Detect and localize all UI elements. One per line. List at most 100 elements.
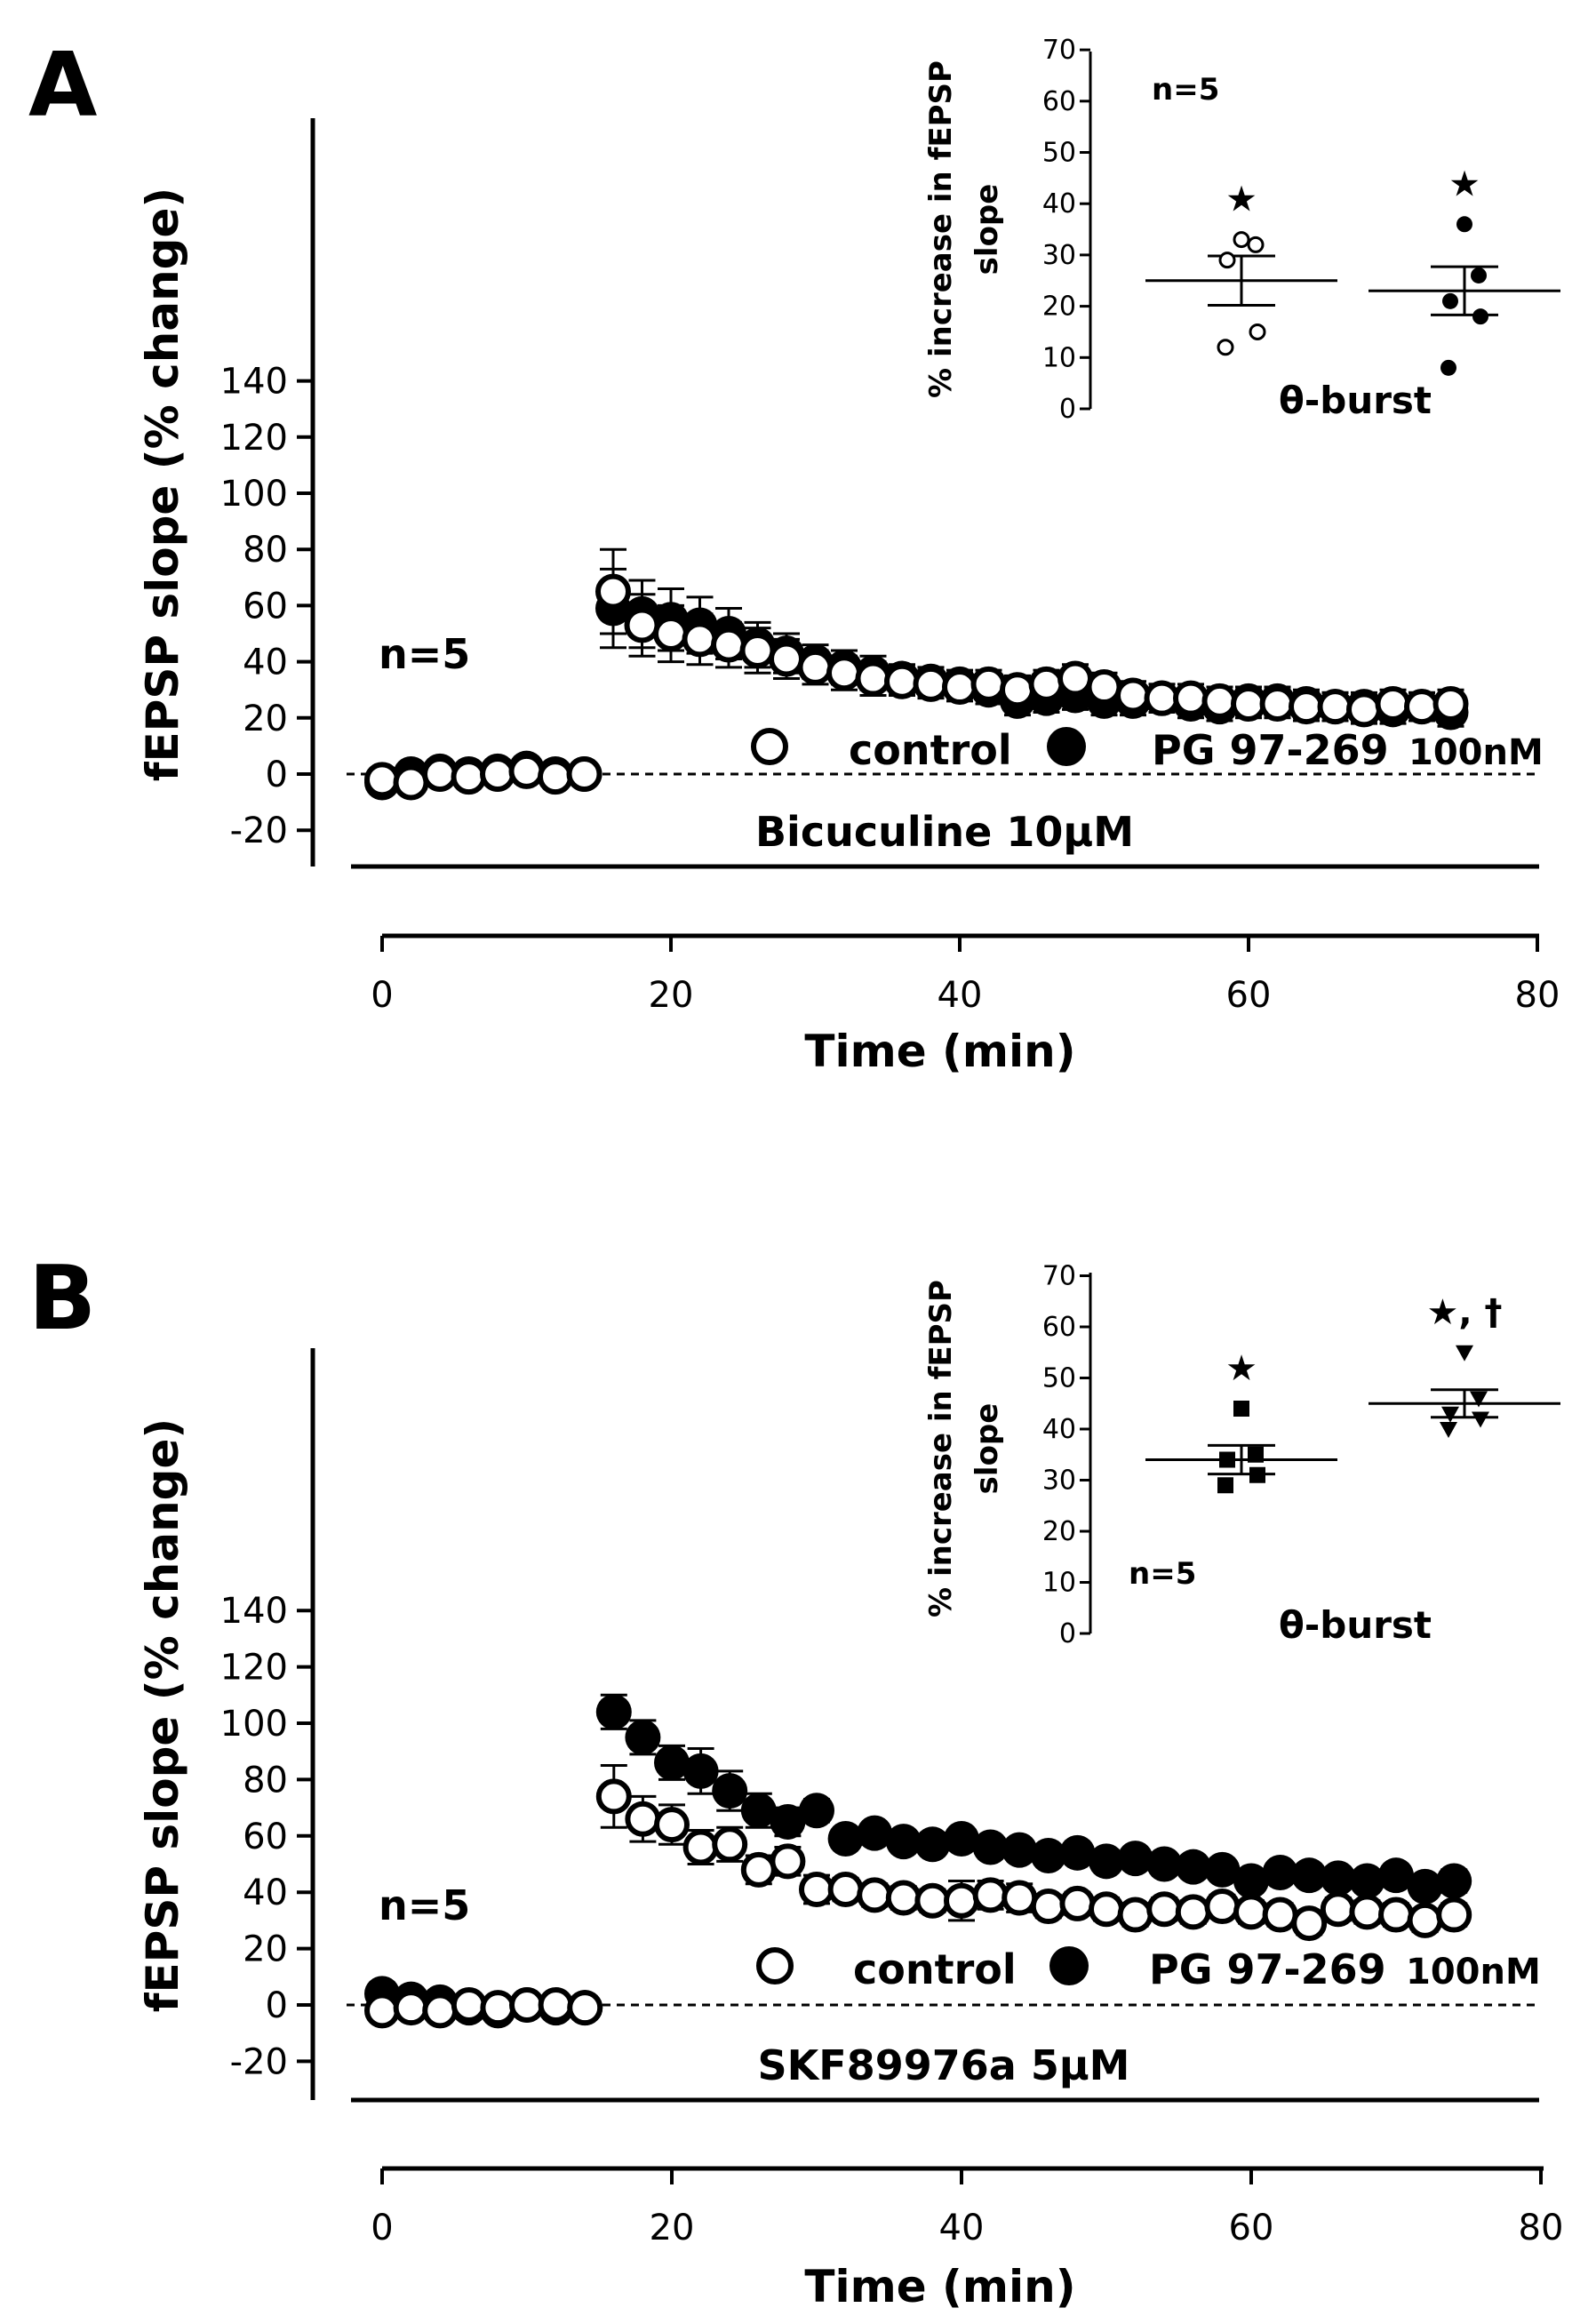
data-point-control (770, 1843, 806, 1880)
data-point-control (595, 573, 631, 610)
data-point-drug (1059, 1834, 1096, 1871)
inset-y-tick-label: 40 (1042, 1414, 1076, 1445)
data-point-drug (1001, 1832, 1038, 1868)
x-tick-label: 0 (371, 2208, 393, 2248)
data-point-control (857, 1877, 893, 1913)
data-point-drug (1146, 1846, 1183, 1882)
data-point-control (1001, 1880, 1038, 1916)
inset-data-point (1442, 292, 1458, 309)
data-point-control (1320, 1891, 1356, 1928)
inset-significance-marker: ★ (1225, 1348, 1257, 1389)
data-point-drug (654, 1745, 690, 1781)
legend-control-marker (751, 728, 788, 765)
data-point-control (885, 1880, 922, 1916)
inset-data-point (1247, 236, 1265, 253)
data-point-control (1173, 680, 1209, 716)
data-point-control (1204, 1889, 1241, 1925)
x-tick-label: 60 (1226, 975, 1272, 1016)
data-point-control (769, 641, 804, 677)
data-point-control (538, 1987, 574, 2023)
inset-data-point (1440, 1422, 1457, 1438)
inset-data-point (1456, 1345, 1473, 1362)
data-point-control (422, 756, 458, 792)
data-point-control (739, 632, 776, 668)
data-point-control (970, 666, 1007, 702)
inset-data-point (1233, 1401, 1249, 1417)
data-point-control (827, 1872, 864, 1908)
legend-drug-label: PG 97-269 (1149, 1945, 1386, 1993)
data-point-control (1201, 683, 1238, 719)
y-axis-title: fEPSP slope (% change) (137, 1418, 188, 2012)
data-point-control (654, 1807, 690, 1843)
x-tick-label: 40 (939, 2208, 985, 2248)
data-point-drug (682, 1753, 719, 1789)
inset-data-point (1456, 216, 1472, 233)
data-point-control (1030, 1889, 1066, 1925)
data-point-control (1378, 1897, 1414, 1933)
data-point-drug (1378, 1857, 1414, 1894)
inset-y-tick-label: 10 (1042, 1568, 1076, 1599)
data-point-control (1436, 1897, 1472, 1933)
inset-group-pg-97-269: ★ (1369, 164, 1560, 376)
series-control (364, 547, 1469, 801)
inset-x-label: θ-burst (1279, 379, 1432, 422)
inset-y-tick-label: 0 (1059, 394, 1076, 425)
main-y-axis: 140 120 100 80 60 40 20 0 -20 (220, 118, 315, 867)
x-axis-title: Time (min) (804, 2261, 1075, 2312)
inset-data-point (1219, 1451, 1235, 1468)
y-tick-label: 60 (243, 1817, 288, 1857)
y-tick-label: 0 (266, 755, 288, 795)
data-point-drug (1117, 1841, 1153, 1877)
legend-drug-concentration: 100nM (1408, 732, 1544, 773)
inset-y-tick-label: 70 (1042, 35, 1076, 66)
data-point-drug (1233, 1863, 1269, 1899)
inset-y-tick-label: 60 (1042, 1312, 1076, 1343)
n-label: n=5 (379, 1881, 470, 1929)
data-point-control (1144, 680, 1180, 716)
legend-drug-marker (1049, 1946, 1089, 1985)
x-tick-label: 80 (1519, 2208, 1564, 2248)
data-point-drug (827, 1820, 864, 1857)
y-tick-label: 80 (243, 1760, 288, 1801)
data-point-control (913, 666, 949, 702)
inset-y-tick-label: 10 (1042, 342, 1076, 373)
panel-letter-b: B (28, 1246, 96, 1350)
data-point-control (1375, 686, 1411, 722)
inset-data-point (1472, 308, 1488, 325)
y-tick-label: 20 (243, 699, 288, 739)
data-point-control (1059, 1885, 1096, 1921)
data-point-drug (1407, 1868, 1443, 1905)
data-point-drug (595, 1694, 632, 1730)
data-point-control (1404, 689, 1440, 725)
inset-y-tick-label: 60 (1042, 86, 1076, 117)
inset-data-point (1472, 1411, 1489, 1428)
data-point-drug (885, 1824, 922, 1860)
data-point-control (1349, 1894, 1385, 1930)
y-tick-label: -20 (230, 2041, 288, 2082)
inset-y-title-line1: % increase in fEPSP (923, 1280, 959, 1617)
inset-y-tick-label: 70 (1042, 1261, 1076, 1292)
main-y-axis: 140 120 100 80 60 40 20 0 -20 (220, 1348, 315, 2100)
inset-y-title-line2: slope (970, 1403, 1005, 1495)
inset-group-pg-97-269: ★, † (1369, 1292, 1560, 1438)
data-point-drug (944, 1820, 979, 1857)
inset-y-tick-label: 30 (1042, 240, 1076, 271)
data-point-control (451, 1987, 487, 2023)
legend-control-label: control (849, 726, 1012, 774)
data-point-control (1115, 677, 1151, 714)
data-point-drug (1320, 1860, 1356, 1897)
inset-data-point (1217, 1477, 1233, 1494)
data-point-control (1146, 1891, 1183, 1928)
n-label: n=5 (379, 630, 470, 678)
inset-significance-marker: ★ (1225, 180, 1257, 220)
data-point-drug (1349, 1863, 1385, 1899)
series-control (364, 1764, 1472, 2029)
legend-drug-label: PG 97-269 (1152, 726, 1389, 774)
data-point-control (1089, 1891, 1124, 1928)
inset-data-point (1471, 267, 1487, 284)
panel-letter-a: A (28, 33, 97, 137)
x-tick-label: 20 (649, 975, 694, 1016)
data-point-control (1407, 1902, 1443, 1938)
data-point-drug (1436, 1863, 1472, 1899)
data-point-drug (1291, 1857, 1328, 1894)
